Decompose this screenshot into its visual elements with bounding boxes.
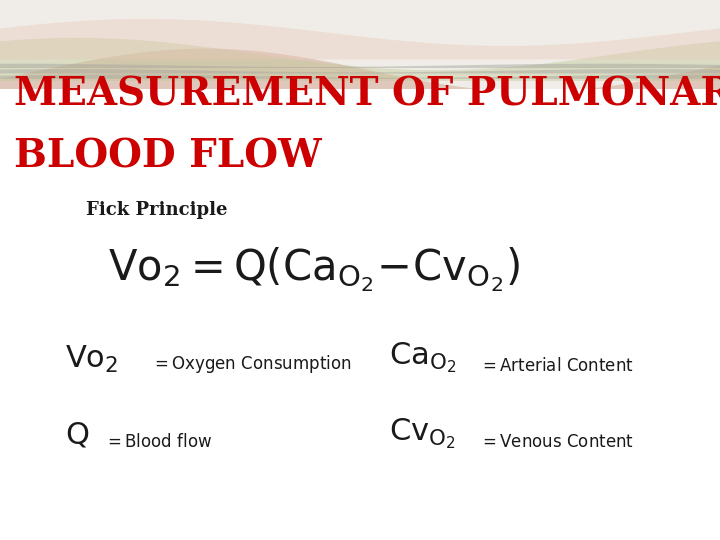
Polygon shape: [0, 64, 720, 68]
Text: BLOOD FLOW: BLOOD FLOW: [14, 138, 322, 176]
Bar: [0, 89, 720, 540]
Text: $\mathrm{Ca_{O_2}}$: $\mathrm{Ca_{O_2}}$: [389, 341, 456, 375]
Polygon shape: [0, 75, 720, 79]
Text: $\mathrm{Vo_2}$: $\mathrm{Vo_2}$: [65, 344, 118, 375]
Polygon shape: [0, 19, 720, 59]
Text: $\mathrm{= Oxygen\ Consumption}$: $\mathrm{= Oxygen\ Consumption}$: [151, 353, 352, 375]
Polygon shape: [0, 49, 720, 119]
Text: $\mathrm{= Venous\ Content}$: $\mathrm{= Venous\ Content}$: [479, 434, 634, 451]
Text: $\mathrm{Cv_{O_2}}$: $\mathrm{Cv_{O_2}}$: [389, 416, 456, 451]
Text: $\mathrm{Q}$: $\mathrm{Q}$: [65, 420, 89, 451]
Text: Fick Principle: Fick Principle: [86, 201, 228, 219]
Text: $\mathrm{Vo_2=Q(Ca_{O_2}\!-\!Cv_{O_2})}$: $\mathrm{Vo_2=Q(Ca_{O_2}\!-\!Cv_{O_2})}$: [108, 246, 520, 294]
Text: $\mathrm{= Blood\ flow}$: $\mathrm{= Blood\ flow}$: [104, 433, 212, 451]
Text: MEASUREMENT OF PULMONARY: MEASUREMENT OF PULMONARY: [14, 76, 720, 113]
Polygon shape: [0, 38, 720, 81]
Text: $\mathrm{= Arterial\ Content}$: $\mathrm{= Arterial\ Content}$: [479, 357, 634, 375]
Polygon shape: [0, 69, 720, 73]
